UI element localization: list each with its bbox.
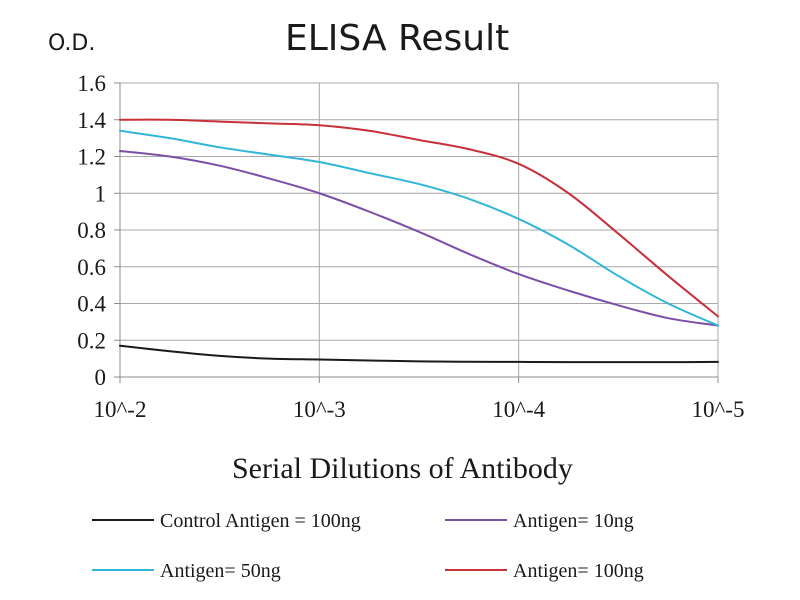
y-tick-label: 0.4 [77,292,106,317]
x-tick-label: 10^-2 [94,397,147,422]
y-tick-label: 0 [95,365,107,390]
axes [114,82,719,383]
legend-label-1: Antigen= 10ng [513,510,634,532]
y-tick-label: 1.2 [77,145,106,170]
x-tick-labels: 10^-2 10^-3 10^-4 10^-5 [94,397,745,422]
grid-lines [120,82,719,377]
series-lines [119,118,719,364]
series-line-1 [119,149,719,327]
legend-label-0: Control Antigen = 100ng [160,510,361,532]
x-axis-label: Serial Dilutions of Antibody [232,452,573,485]
y-tick-label: 0.6 [77,255,106,280]
y-tick-label: 1.4 [77,108,106,133]
legend-label-3: Antigen= 100ng [513,560,644,582]
y-axis-label: O.D. [48,31,95,56]
legend-label-2: Antigen= 50ng [160,560,281,582]
y-tick-labels: 0 0.2 0.4 0.6 0.8 1 1.2 1.4 1.6 [77,71,106,390]
y-tick-label: 1.6 [77,71,106,96]
x-tick-label: 10^-4 [492,397,545,422]
y-tick-label: 0.2 [77,328,106,353]
y-tick-label: 1 [95,181,107,206]
x-tick-label: 10^-5 [692,397,745,422]
series-line-2 [119,129,719,327]
series-line-3 [119,118,719,318]
legend: Control Antigen = 100ng Antigen= 10ng Anti… [92,510,644,582]
y-tick-label: 0.8 [77,218,106,243]
series-line-0 [119,344,719,364]
x-tick-label: 10^-3 [293,397,346,422]
chart-title: ELISA Result [285,18,509,59]
